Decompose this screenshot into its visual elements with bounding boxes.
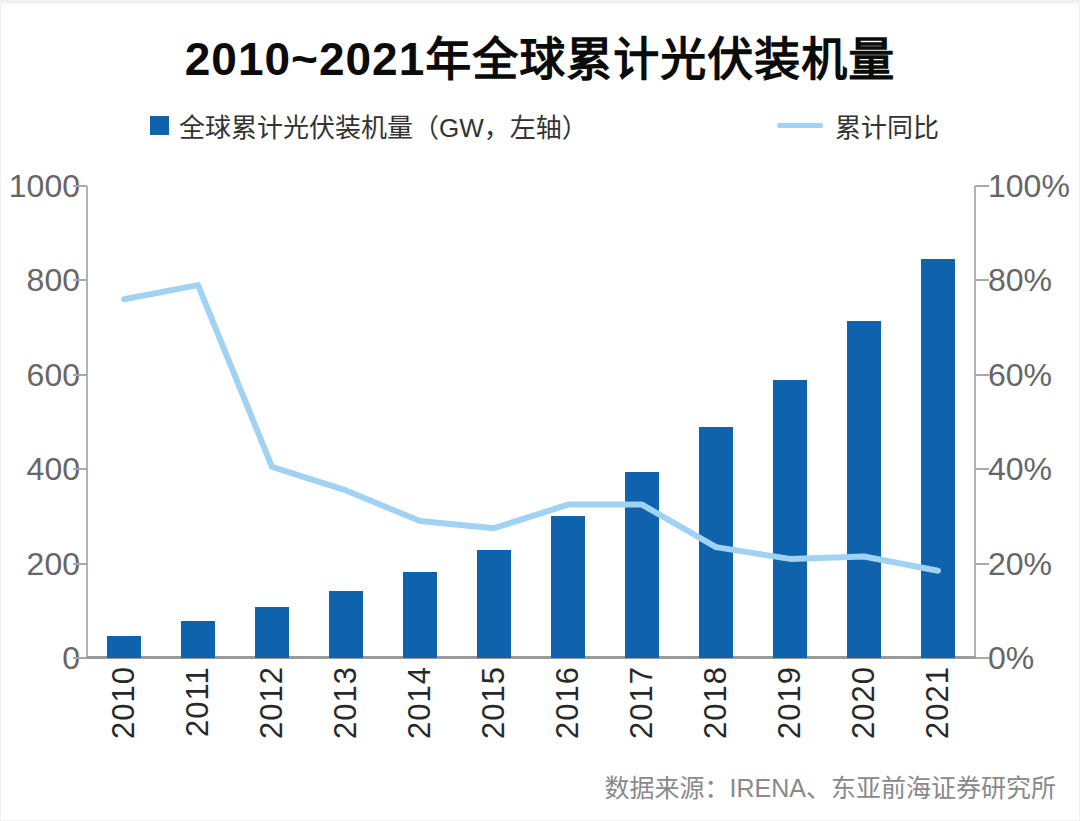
left-axis-tick-label: 600 [0,359,80,391]
x-axis-label-2018: 2018 [699,666,733,760]
chart-title: 2010~2021年全球累计光伏装机量 [0,22,1080,88]
chart-slide: 2010~2021年全球累计光伏装机量 全球累计光伏装机量（GW，左轴） 累计同… [0,0,1080,821]
growth-line-chart [87,186,975,658]
right-axis-tick [975,657,989,659]
x-axis-label-2017: 2017 [625,666,659,760]
left-axis-tick [73,279,87,281]
left-axis-tick [73,468,87,470]
x-axis-label-2016: 2016 [551,666,585,760]
right-axis-tick [975,279,989,281]
left-axis-tick [73,563,87,565]
x-axis-label-2010: 2010 [107,666,141,760]
left-axis-tick-label: 0 [0,642,80,674]
left-axis-tick-label: 800 [0,264,80,296]
line-legend-label: 累计同比 [835,107,939,144]
x-axis-label-2021: 2021 [921,666,955,760]
x-axis-label-2015: 2015 [477,666,511,760]
x-axis-label-2013: 2013 [329,666,363,760]
left-axis-tick-label: 400 [0,453,80,485]
right-axis-tick-label: 0% [988,642,1034,674]
right-axis-tick-label: 80% [988,264,1052,296]
left-axis-tick [73,185,87,187]
left-axis-tick [73,374,87,376]
growth-line [124,285,938,571]
bar-legend-swatch-icon [150,116,169,135]
right-axis-tick [975,374,989,376]
right-axis-tick [975,185,989,187]
x-axis-label-2011: 2011 [181,666,215,760]
right-axis-tick [975,468,989,470]
x-axis-label-2020: 2020 [847,666,881,760]
right-axis-tick-label: 20% [988,548,1052,580]
left-axis-tick-label: 1000 [0,170,80,202]
right-axis-tick-label: 40% [988,453,1052,485]
bar-legend-label: 全球累计光伏装机量（GW，左轴） [179,107,588,144]
x-axis-label-2014: 2014 [403,666,437,760]
line-legend-swatch-icon [777,123,823,128]
x-axis-label-2012: 2012 [255,666,289,760]
left-axis-tick [73,657,87,659]
data-source-note: 数据来源：IRENA、东亚前海证券研究所 [605,768,1056,804]
right-axis-tick-label: 100% [988,170,1070,202]
legend-item-line: 累计同比 [777,110,939,140]
left-axis-tick-label: 200 [0,548,80,580]
right-axis-tick [975,563,989,565]
right-axis-tick-label: 60% [988,359,1052,391]
legend-item-bar: 全球累计光伏装机量（GW，左轴） [150,110,588,140]
x-axis-label-2019: 2019 [773,666,807,760]
